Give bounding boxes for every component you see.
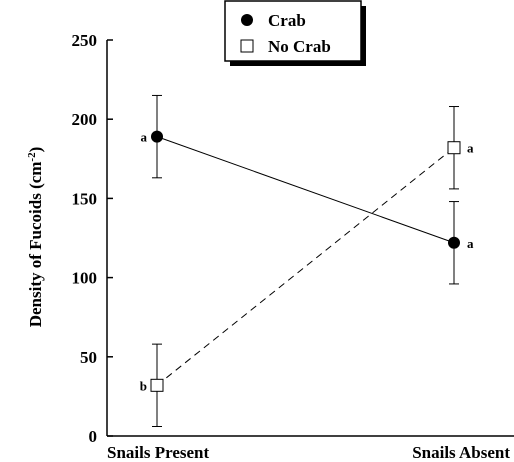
significance-label: a: [467, 141, 474, 156]
series-line: [156, 136, 455, 244]
legend-no-crab-label: No Crab: [268, 37, 331, 56]
y-axis-label-superscript: -2: [26, 152, 38, 162]
significance-label: a: [467, 236, 474, 251]
legend-crab-label: Crab: [268, 11, 306, 30]
y-tick-label: 0: [89, 427, 98, 446]
y-tick-label: 200: [72, 110, 98, 129]
data-point: [150, 378, 164, 392]
x-category-label: Snails Present: [107, 443, 210, 462]
y-axis-label-suffix: ): [26, 147, 45, 153]
y-tick-label: 250: [72, 31, 98, 50]
data-point: [151, 130, 163, 143]
y-tick-label: 100: [72, 269, 98, 288]
axes: 0 50 100 150 200 250 Snails Present Snails Abse…: [72, 31, 514, 462]
y-tick-label: 150: [72, 189, 98, 208]
series-line: [156, 147, 455, 386]
series-no-crab: ba: [140, 106, 474, 427]
data-point: [447, 141, 461, 155]
data-point: [448, 236, 460, 249]
x-category-label: Snails Absent: [412, 443, 510, 462]
legend-no-crab-marker: [240, 39, 254, 53]
y-axis-label: Density of Fucoids (cm-2): [26, 147, 45, 328]
legend-crab-marker: [241, 14, 253, 26]
significance-label: b: [140, 378, 147, 393]
series-crab: aa: [141, 94, 474, 285]
y-axis-label-main: Density of Fucoids (cm: [26, 162, 45, 328]
legend: Crab No Crab: [224, 0, 366, 66]
y-tick-label: 50: [80, 348, 97, 367]
significance-label: a: [141, 130, 148, 145]
